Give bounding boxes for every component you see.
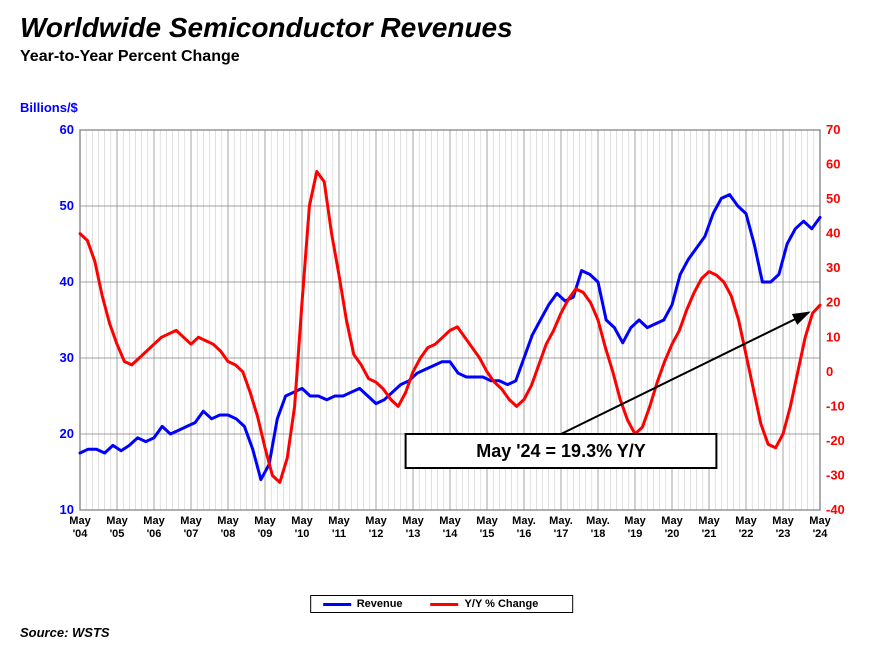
y-right-tick-label: -40	[826, 502, 845, 517]
x-tick-label: May	[772, 515, 794, 527]
x-tick-label: May	[328, 515, 350, 527]
x-tick-label: '04	[73, 528, 89, 540]
x-tick-label: '15	[480, 528, 495, 540]
y-left-tick-label: 10	[60, 502, 74, 517]
x-tick-label: May	[402, 515, 424, 527]
legend-label: Y/Y % Change	[465, 598, 539, 610]
y-left-tick-label: 40	[60, 274, 74, 289]
x-tick-label: '14	[443, 528, 459, 540]
x-tick-label: May	[143, 515, 165, 527]
y-right-tick-label: 70	[826, 122, 840, 137]
chart-legend: Revenue Y/Y % Change	[310, 595, 574, 613]
y-left-tick-label: 20	[60, 426, 74, 441]
x-tick-label: May	[624, 515, 646, 527]
x-tick-label: '10	[295, 528, 310, 540]
legend-swatch	[323, 603, 351, 606]
x-tick-label: '09	[258, 528, 273, 540]
x-tick-label: May	[476, 515, 498, 527]
x-tick-label: '20	[665, 528, 680, 540]
y-right-tick-label: 60	[826, 157, 840, 172]
y-right-tick-label: -30	[826, 467, 845, 482]
x-tick-label: '22	[739, 528, 754, 540]
x-tick-label: May	[735, 515, 757, 527]
x-tick-label: '17	[554, 528, 569, 540]
x-tick-label: May.	[586, 515, 610, 527]
y-left-axis-label: Billions/$	[20, 100, 78, 115]
x-tick-label: May	[106, 515, 128, 527]
legend-swatch	[431, 603, 459, 606]
y-right-tick-label: -20	[826, 433, 845, 448]
x-tick-label: '16	[517, 528, 532, 540]
y-right-tick-label: 30	[826, 260, 840, 275]
x-tick-label: '05	[110, 528, 125, 540]
x-tick-label: '08	[221, 528, 236, 540]
x-tick-label: '12	[369, 528, 384, 540]
x-tick-label: May	[217, 515, 239, 527]
x-tick-label: '13	[406, 528, 421, 540]
y-right-tick-label: 40	[826, 226, 840, 241]
x-tick-label: '23	[776, 528, 791, 540]
y-right-tick-label: 0	[826, 364, 833, 379]
y-right-tick-label: 50	[826, 191, 840, 206]
dual-axis-line-chart: May'04May'05May'06May'07May'08May'09May'…	[50, 120, 850, 560]
x-tick-label: May	[291, 515, 313, 527]
chart-title: Worldwide Semiconductor Revenues	[20, 12, 513, 44]
x-tick-label: May	[661, 515, 683, 527]
x-tick-label: '18	[591, 528, 606, 540]
x-tick-label: May.	[512, 515, 536, 527]
y-right-tick-label: 10	[826, 329, 840, 344]
x-tick-label: May.	[549, 515, 573, 527]
chart-subtitle: Year-to-Year Percent Change	[20, 48, 240, 66]
x-tick-label: '06	[147, 528, 162, 540]
y-left-tick-label: 30	[60, 350, 74, 365]
legend-label: Revenue	[357, 598, 403, 610]
x-tick-label: '21	[702, 528, 717, 540]
x-tick-label: '19	[628, 528, 643, 540]
y-left-tick-label: 50	[60, 198, 74, 213]
x-tick-label: '24	[813, 528, 829, 540]
x-tick-label: May	[439, 515, 461, 527]
annotation-text: May '24 = 19.3% Y/Y	[476, 441, 646, 461]
x-tick-label: '07	[184, 528, 199, 540]
x-tick-label: May	[180, 515, 202, 527]
y-right-tick-label: -10	[826, 398, 845, 413]
y-right-tick-label: 20	[826, 295, 840, 310]
x-tick-label: May	[365, 515, 387, 527]
y-left-tick-label: 60	[60, 122, 74, 137]
x-tick-label: '11	[332, 528, 346, 540]
x-tick-label: May	[254, 515, 276, 527]
source-citation: Source: WSTS	[20, 625, 110, 640]
x-tick-label: May	[698, 515, 720, 527]
